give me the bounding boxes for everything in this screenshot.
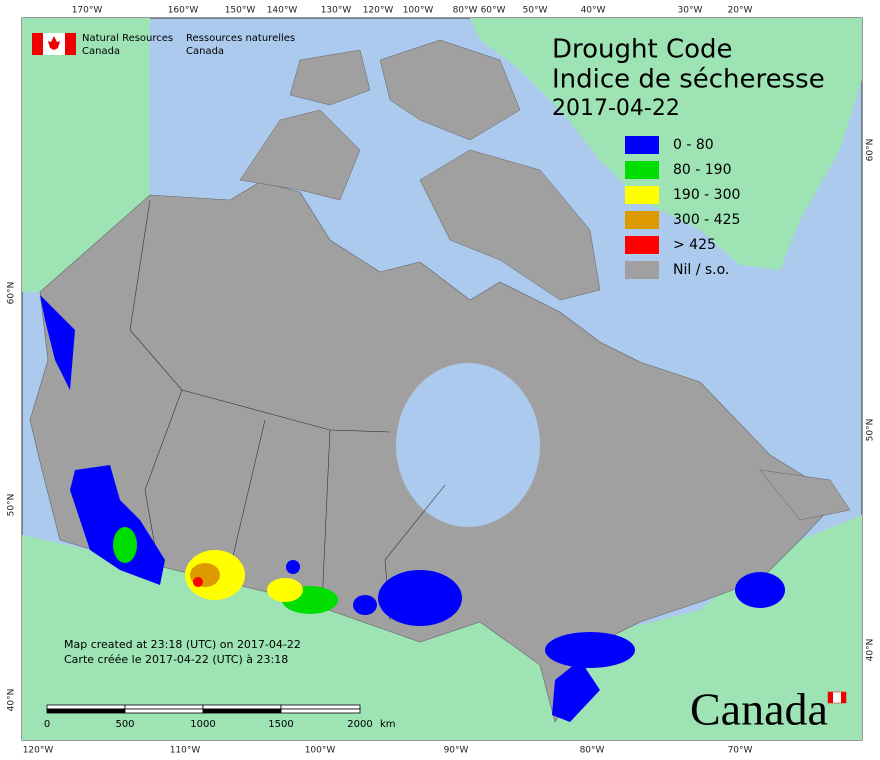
wordmark-flag xyxy=(841,692,846,703)
agency-fr: Ressources naturelles xyxy=(186,33,295,44)
area-blue xyxy=(378,570,462,626)
island xyxy=(379,39,521,141)
legend-label: Nil / s.o. xyxy=(673,262,729,278)
legend-swatch xyxy=(625,211,659,229)
scale-segment xyxy=(46,704,126,710)
longitude-label: 120°W xyxy=(23,746,54,756)
longitude-label: 70°W xyxy=(728,746,753,756)
latitude-label: 60°N xyxy=(7,282,17,305)
longitude-label: 120°W xyxy=(363,6,394,16)
border xyxy=(321,429,331,606)
area-blue xyxy=(545,632,635,668)
agency-fr: Canada xyxy=(186,46,224,57)
island xyxy=(239,109,361,201)
longitude-label: 30°W xyxy=(678,6,703,16)
area-blue xyxy=(70,465,165,585)
drought-areas xyxy=(40,295,785,722)
scale-unit: km xyxy=(380,719,396,730)
latitude-label: 50°N xyxy=(866,419,876,442)
title: Drought Code xyxy=(552,35,733,65)
area-yellow xyxy=(267,578,303,602)
longitude-label: 170°W xyxy=(72,6,103,16)
longitude-label: 140°W xyxy=(267,6,298,16)
longitude-label: 110°W xyxy=(170,746,201,756)
longitude-label: 20°W xyxy=(728,6,753,16)
scale-segment xyxy=(46,708,126,714)
flag-bar xyxy=(32,33,43,55)
flag-leaf xyxy=(48,36,60,50)
latitude-label: 50°N xyxy=(7,494,17,517)
scale-label: 2000 xyxy=(347,719,372,730)
legend-swatch xyxy=(625,161,659,179)
legend-label: 190 - 300 xyxy=(673,187,740,203)
wordmark-flag xyxy=(828,692,833,703)
scale-segment xyxy=(124,708,204,714)
scale-segment xyxy=(280,704,361,710)
labels: Natural Resources Canada Ressources natu… xyxy=(32,33,847,735)
longitude-label: 160°W xyxy=(168,6,199,16)
scale-segment xyxy=(124,704,204,710)
area-blue xyxy=(286,560,300,574)
flag-bar xyxy=(65,33,76,55)
scale-label: 1000 xyxy=(190,719,215,730)
scale-segment xyxy=(202,704,282,710)
area-blue xyxy=(353,595,377,615)
area-green xyxy=(113,527,137,563)
longitude-label: 60°W xyxy=(481,6,506,16)
legend-label: 80 - 190 xyxy=(673,162,732,178)
scale-label: 1500 xyxy=(268,719,293,730)
latitude-label: 40°N xyxy=(866,639,876,662)
wordmark: Canada xyxy=(690,684,828,735)
date: 2017-04-22 xyxy=(552,96,680,121)
newfoundland xyxy=(759,469,851,521)
longitude-label: 40°W xyxy=(581,6,606,16)
land xyxy=(22,18,862,740)
area-blue xyxy=(735,572,785,608)
title: Indice de sécheresse xyxy=(552,65,825,95)
area-red xyxy=(193,577,203,587)
agency-en: Natural Resources xyxy=(82,33,173,44)
legend-swatch xyxy=(625,261,659,279)
latitude-label: 60°N xyxy=(866,139,876,162)
legend-swatch xyxy=(625,136,659,154)
legend-label: 300 - 425 xyxy=(673,212,740,228)
note: Carte créée le 2017-04-22 (UTC) à 23:18 xyxy=(64,653,288,666)
longitude-label: 90°W xyxy=(444,746,469,756)
alaska xyxy=(22,18,150,292)
island xyxy=(289,49,371,106)
longitude-label: 100°W xyxy=(305,746,336,756)
area-blue xyxy=(40,295,75,390)
scale-segment xyxy=(202,708,282,714)
hudson-bay xyxy=(396,363,540,527)
scale-label: 0 xyxy=(44,719,50,730)
longitude-label: 50°W xyxy=(523,6,548,16)
legend-swatch xyxy=(625,186,659,204)
area-blue xyxy=(552,660,600,722)
agency-en: Canada xyxy=(82,46,120,57)
longitude-label: 130°W xyxy=(321,6,352,16)
legend-label: > 425 xyxy=(673,237,716,253)
scale-segment xyxy=(280,708,361,714)
greenland xyxy=(470,18,862,270)
longitude-label: 80°W xyxy=(453,6,478,16)
legend-label: 0 - 80 xyxy=(673,137,714,153)
note: Map created at 23:18 (UTC) on 2017-04-22 xyxy=(64,638,301,651)
latitude-label: 40°N xyxy=(7,689,17,712)
scale-label: 500 xyxy=(115,719,134,730)
longitude-label: 80°W xyxy=(580,746,605,756)
island xyxy=(419,149,601,301)
longitude-label: 100°W xyxy=(403,6,434,16)
longitude-label: 150°W xyxy=(225,6,256,16)
legend-swatch xyxy=(625,236,659,254)
